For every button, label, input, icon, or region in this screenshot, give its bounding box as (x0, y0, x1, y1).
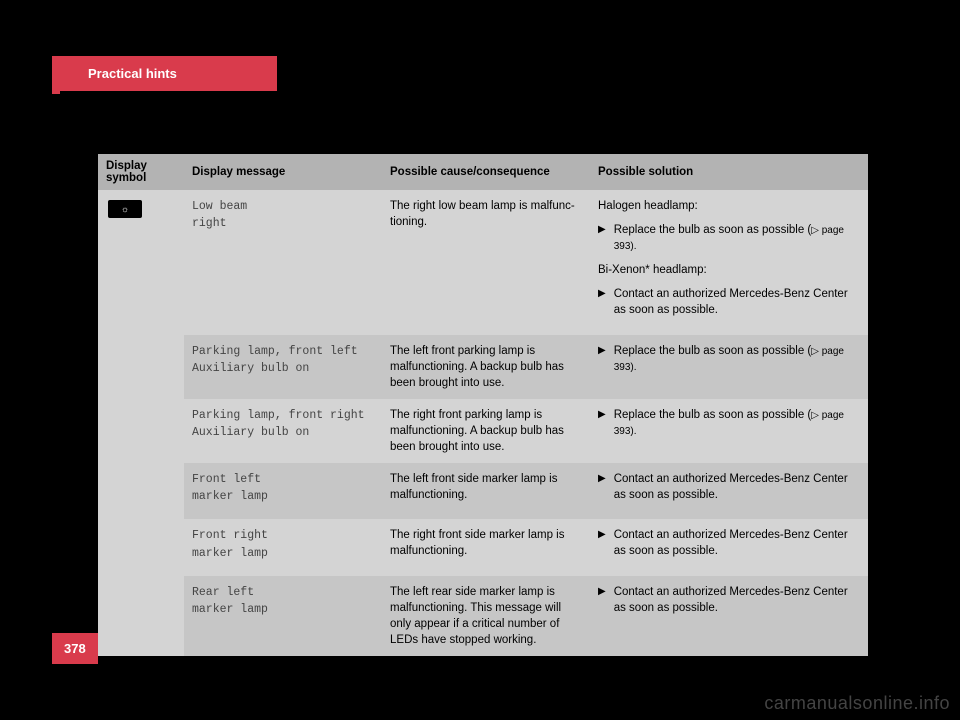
message-cell: Low beam right (184, 190, 382, 335)
bullet-marker-icon: ▶ (598, 472, 606, 486)
message-cell: Parking lamp, front left Auxiliary bulb … (184, 335, 382, 399)
message-cell: Front left marker lamp (184, 463, 382, 519)
message-cell: Rear left marker lamp (184, 576, 382, 656)
message-line2: marker lamp (192, 547, 268, 560)
symbol-cell: ☼ (98, 190, 184, 656)
table-row: Front right marker lamp The right front … (98, 519, 868, 575)
solution-cell: ▶ Replace the bulb as soon as possible (… (590, 335, 868, 399)
table-row: Rear left marker lamp The left rear side… (98, 576, 868, 656)
bullet-text: Replace the bulb as soon as possible (▷ … (614, 222, 860, 254)
message-line1: Parking lamp, front left (192, 345, 358, 358)
bullet-marker-icon: ▶ (598, 585, 606, 599)
bullet-marker-icon: ▶ (598, 408, 606, 422)
header-accent-bar (52, 56, 60, 94)
light-bulb-icon: ☼ (108, 200, 142, 218)
bullet-marker-icon: ▶ (598, 344, 606, 358)
message-line1: Front left (192, 473, 261, 486)
message-line2: marker lamp (192, 603, 268, 616)
bullet-marker-icon: ▶ (598, 223, 606, 237)
bullet-text: Contact an authorized Mercedes-Benz Cent… (614, 527, 860, 559)
message-line2: right (192, 217, 227, 230)
cause-cell: The left front parking lamp is malfuncti… (382, 335, 590, 399)
cause-cell: The right low beam lamp is malfunc-tioni… (382, 190, 590, 335)
page-number: 378 (52, 633, 98, 664)
col-header-cause: Possible cause/consequence (382, 154, 590, 190)
cause-cell: The right front parking lamp is malfunct… (382, 399, 590, 463)
table-row: Parking lamp, front left Auxiliary bulb … (98, 335, 868, 399)
solution-cell: ▶ Contact an authorized Mercedes-Benz Ce… (590, 463, 868, 519)
solution-cell: ▶ Contact an authorized Mercedes-Benz Ce… (590, 576, 868, 656)
solution-cell: ▶ Contact an authorized Mercedes-Benz Ce… (590, 519, 868, 575)
col-header-symbol: Display symbol (98, 154, 184, 190)
solution-heading: Halogen headlamp: (598, 198, 860, 214)
bullet-marker-icon: ▶ (598, 287, 606, 301)
table-header-row: Display symbol Display message Possible … (98, 154, 868, 190)
col-header-message: Display message (184, 154, 382, 190)
bullet-marker-icon: ▶ (598, 528, 606, 542)
col-header-solution: Possible solution (590, 154, 868, 190)
cause-cell: The left front side marker lamp is malfu… (382, 463, 590, 519)
message-line1: Parking lamp, front right (192, 409, 365, 422)
table-row: Front left marker lamp The left front si… (98, 463, 868, 519)
table-row: Parking lamp, front right Auxiliary bulb… (98, 399, 868, 463)
watermark: carmanualsonline.info (764, 693, 950, 714)
solution-cell: Halogen headlamp: ▶ Replace the bulb as … (590, 190, 868, 335)
cause-cell: The right front side marker lamp is malf… (382, 519, 590, 575)
bullet-text: Contact an authorized Mercedes-Benz Cent… (614, 286, 860, 318)
message-line1: Rear left (192, 586, 254, 599)
bullet-text: Contact an authorized Mercedes-Benz Cent… (614, 471, 860, 503)
message-line2: Auxiliary bulb on (192, 426, 309, 439)
table-row: ☼ Low beam right The right low beam lamp… (98, 190, 868, 335)
message-cell: Front right marker lamp (184, 519, 382, 575)
solution-cell: ▶ Replace the bulb as soon as possible (… (590, 399, 868, 463)
bullet-text: Contact an authorized Mercedes-Benz Cent… (614, 584, 860, 616)
message-line2: Auxiliary bulb on (192, 362, 309, 375)
header-tab: Practical hints (60, 56, 277, 91)
cause-cell: The left rear side marker lamp is malfun… (382, 576, 590, 656)
solution-heading: Bi-Xenon* headlamp: (598, 262, 860, 278)
message-line1: Front right (192, 529, 268, 542)
message-cell: Parking lamp, front right Auxiliary bulb… (184, 399, 382, 463)
bullet-text: Replace the bulb as soon as possible (▷ … (614, 407, 860, 439)
message-line2: marker lamp (192, 490, 268, 503)
message-line1: Low beam (192, 200, 247, 213)
display-messages-table: Display symbol Display message Possible … (98, 154, 868, 656)
bullet-text: Replace the bulb as soon as possible (▷ … (614, 343, 860, 375)
